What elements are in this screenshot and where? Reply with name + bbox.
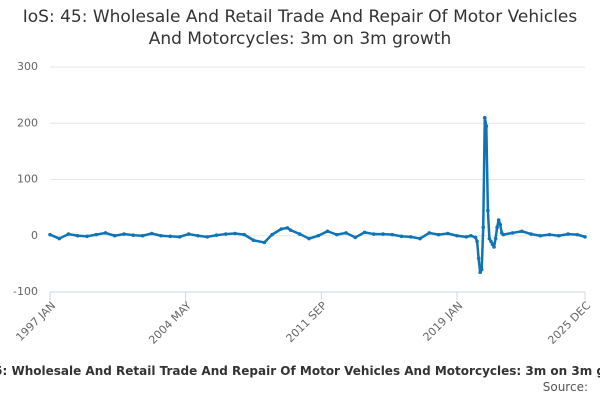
point [436,232,441,237]
x-tick-label: 1997 JAN [13,299,58,344]
point [297,232,302,236]
point [469,233,473,238]
y-tick-label: -100 [13,285,38,298]
point [334,232,339,237]
point [498,222,503,227]
point [75,233,80,238]
point [371,232,376,236]
point [484,124,489,128]
point [196,233,200,238]
point [262,240,267,245]
point [270,232,274,237]
point [476,256,481,261]
point [131,233,136,237]
point [486,208,490,213]
point [251,238,256,243]
point [316,233,321,238]
point [362,230,367,235]
point [168,234,173,239]
point [399,234,404,239]
point [381,232,385,236]
y-tick-label: 300 [17,60,38,73]
y-tick-label: 200 [17,116,38,129]
point [57,236,62,241]
point [325,229,330,234]
point [418,236,422,241]
point [233,231,237,236]
point [481,225,486,230]
point [473,235,478,240]
point [390,232,395,237]
x-tick-label: 2011 SEP [284,299,330,345]
point [547,232,552,237]
point [475,239,479,244]
x-tick-label: 2019 JAN [421,299,466,344]
point [94,232,99,237]
chart-title: IoS: 45: Wholesale And Retail Trade And … [22,7,578,49]
point [186,232,191,236]
point [214,233,219,237]
point [455,233,459,238]
point [566,232,570,236]
point [344,231,348,235]
point [529,232,533,236]
point [66,232,71,236]
point [583,235,587,239]
point [408,235,413,239]
point [519,229,524,234]
point [149,231,154,236]
point [177,235,182,239]
point [479,267,484,272]
point [489,239,493,244]
point [495,225,499,230]
source: Source: [542,380,588,394]
point [112,233,117,238]
footer-title: IoS: 45: Wholesale And Retail Trade And … [0,364,600,378]
point [490,242,495,246]
point [279,227,284,231]
y-tick-label: 100 [17,173,38,186]
point [122,232,126,236]
x-tick-label: 2025 DEC [545,299,593,347]
point [140,233,145,238]
point [496,218,501,222]
point [285,226,290,230]
x-tick-label: 2004 MAY [146,299,194,347]
point [205,235,210,239]
point [445,231,450,236]
point [487,236,492,241]
point [478,270,482,275]
point [538,233,543,238]
point [482,115,487,120]
point [510,231,515,235]
point [48,232,52,237]
point [85,234,89,239]
point [242,232,247,237]
point [427,231,432,235]
point [556,233,561,238]
point [492,245,496,249]
point [493,236,498,241]
line [49,116,586,274]
point [501,232,506,237]
point [159,233,163,238]
point [288,228,293,232]
point [575,232,580,237]
point [223,232,228,236]
point [353,235,358,240]
point [307,236,311,241]
point [103,231,108,235]
point [464,235,469,239]
y-tick-label: 0 [31,229,38,242]
